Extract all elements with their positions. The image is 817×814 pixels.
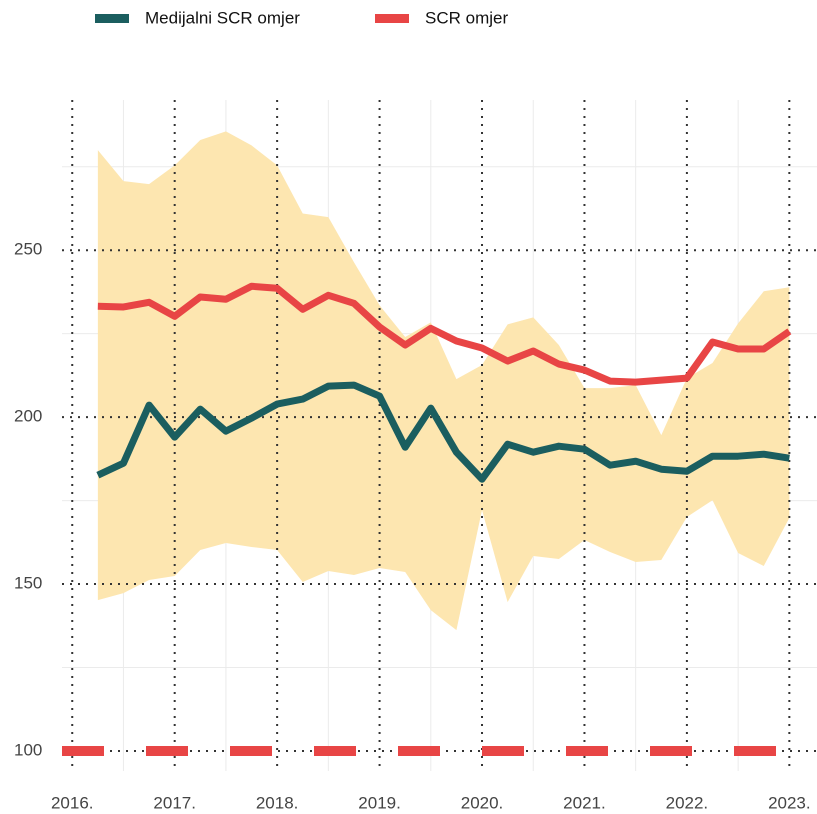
x-tick-label: 2023. [768, 793, 811, 812]
legend-swatch [375, 14, 409, 23]
y-tick-label: 250 [14, 240, 42, 259]
x-tick-label: 2017. [153, 793, 196, 812]
x-tick-label: 2018. [256, 793, 299, 812]
series-line [97, 282, 792, 386]
x-tick-label: 2022. [666, 793, 709, 812]
y-tick-label: 100 [14, 740, 42, 759]
x-tick-label: 2020. [461, 793, 504, 812]
legend-swatch [95, 14, 129, 23]
series-line [96, 381, 790, 483]
legend-label: SCR omjer [425, 8, 508, 27]
x-tick-label: 2019. [358, 793, 401, 812]
range-band [97, 131, 790, 631]
y-tick-label: 150 [14, 574, 42, 593]
x-tick-label: 2021. [563, 793, 606, 812]
legend-label: Medijalni SCR omjer [145, 8, 300, 27]
y-tick-label: 200 [14, 407, 42, 426]
x-tick-label: 2016. [51, 793, 94, 812]
